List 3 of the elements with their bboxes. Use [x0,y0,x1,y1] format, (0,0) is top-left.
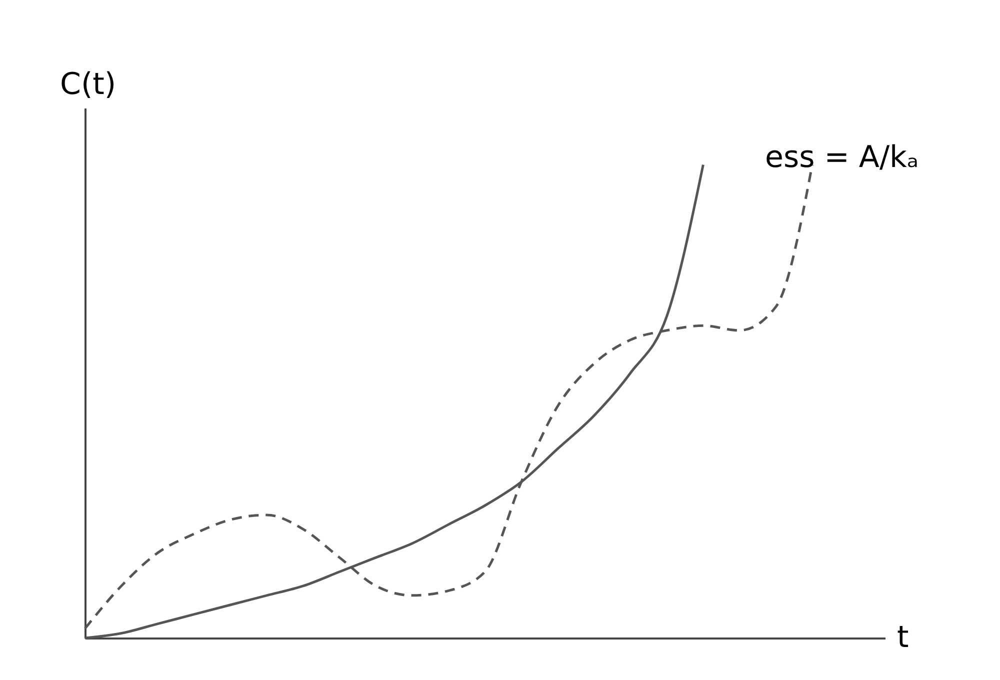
y-axis-title: C(t) [60,67,116,102]
annotation: ess = A/kₐ [765,140,919,175]
x-axis-title: t [897,620,909,655]
